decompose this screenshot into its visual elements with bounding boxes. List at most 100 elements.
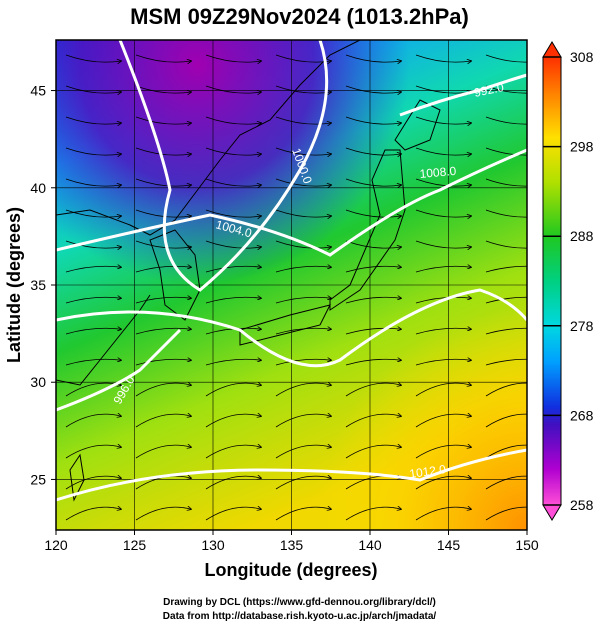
- streamline: [135, 116, 191, 124]
- streamline: [135, 147, 191, 155]
- streamline: [275, 116, 331, 124]
- streamline: [485, 54, 527, 63]
- isobar-line: [56, 148, 527, 257]
- streamline: [65, 266, 121, 273]
- x-axis-label: Longitude (degrees): [204, 560, 377, 580]
- streamline: [205, 209, 261, 217]
- streamline: [415, 147, 471, 155]
- streamline: [415, 445, 471, 459]
- streamline: [415, 178, 471, 186]
- y-tick-label: 25: [30, 471, 46, 487]
- streamline: [415, 297, 471, 304]
- streamline: [275, 147, 331, 155]
- streamline: [205, 266, 261, 273]
- streamline: [345, 414, 401, 428]
- colorbar: 258 268 278 288 298 308: [542, 41, 594, 521]
- y-tick-label: 45: [30, 83, 46, 99]
- korea-coastline: [149, 229, 201, 321]
- x-tick-label: 135: [280, 537, 304, 553]
- streamline: [485, 178, 527, 187]
- streamline: [205, 178, 261, 186]
- streamline: [205, 359, 261, 366]
- streamline: [345, 507, 401, 521]
- y-tick-label: 35: [30, 277, 46, 293]
- streamline: [135, 445, 191, 459]
- isobar-line: [118, 40, 329, 292]
- lat-lon-grid: [56, 40, 527, 530]
- streamline: [415, 240, 471, 248]
- x-tick-label: 150: [515, 537, 539, 553]
- streamline: [345, 147, 401, 155]
- streamline: [65, 178, 121, 186]
- isobar-label: 1008.0: [419, 164, 457, 181]
- streamline: [275, 328, 331, 335]
- streamline: [485, 240, 527, 249]
- streamline: [65, 85, 121, 93]
- streamline: [345, 178, 401, 186]
- streamline: [275, 266, 331, 273]
- streamline: [205, 507, 261, 521]
- streamline: [345, 297, 401, 304]
- streamline: [345, 383, 401, 397]
- streamline: [65, 359, 121, 366]
- colorbar-tick-label: 288: [570, 228, 594, 244]
- streamline: [65, 147, 121, 155]
- streamline: [65, 116, 121, 124]
- streamline: [485, 382, 527, 397]
- japan-coastline: [239, 149, 406, 346]
- streamline: [485, 506, 527, 521]
- streamline: [205, 240, 261, 248]
- isobar-line: [56, 328, 182, 412]
- isobar-line: [399, 73, 527, 117]
- streamline: [275, 240, 331, 248]
- streamline: [415, 54, 471, 62]
- streamline: [65, 445, 121, 459]
- streamline: [345, 209, 401, 217]
- streamline: [135, 507, 191, 521]
- streamline: [275, 476, 331, 490]
- streamline: [135, 383, 191, 397]
- colorbar-gradient: [542, 56, 562, 506]
- streamline: [205, 383, 261, 397]
- streamline: [65, 476, 121, 490]
- streamline: [415, 116, 471, 124]
- credit-data-source: Data from http://database.rish.kyoto-u.a…: [162, 611, 437, 622]
- streamline: [205, 54, 261, 62]
- streamline: [275, 414, 331, 428]
- streamline: [65, 414, 121, 428]
- streamline: [65, 507, 121, 521]
- streamline: [485, 358, 527, 366]
- streamline: [275, 445, 331, 459]
- china-coastline: [56, 294, 151, 386]
- streamline: [485, 444, 527, 459]
- streamline: [485, 209, 527, 218]
- streamline: [485, 265, 527, 273]
- x-tick-label: 130: [201, 537, 225, 553]
- streamline: [275, 359, 331, 366]
- streamline: [65, 240, 121, 248]
- streamline: [345, 240, 401, 248]
- isobar-label: 992.0: [473, 80, 506, 100]
- streamline: [205, 85, 261, 93]
- streamline: [415, 383, 471, 397]
- streamline: [345, 85, 401, 93]
- isobar-line: [56, 448, 527, 502]
- streamline: [205, 116, 261, 124]
- streamline: [275, 383, 331, 397]
- streamline: [485, 296, 527, 304]
- x-tick-label: 145: [437, 537, 461, 553]
- continent-coastline: [56, 40, 361, 236]
- streamline: [205, 414, 261, 428]
- streamline: [345, 328, 401, 335]
- colorbar-ticks: 258 268 278 288 298 308: [543, 49, 594, 513]
- streamline: [345, 116, 401, 124]
- streamline: [135, 85, 191, 93]
- streamline: [205, 147, 261, 155]
- streamline: [345, 445, 401, 459]
- colorbar-tick-label: 308: [570, 49, 594, 65]
- streamline: [485, 116, 527, 125]
- streamline: [345, 54, 401, 62]
- y-axis-label: Latitude (degrees): [4, 207, 24, 363]
